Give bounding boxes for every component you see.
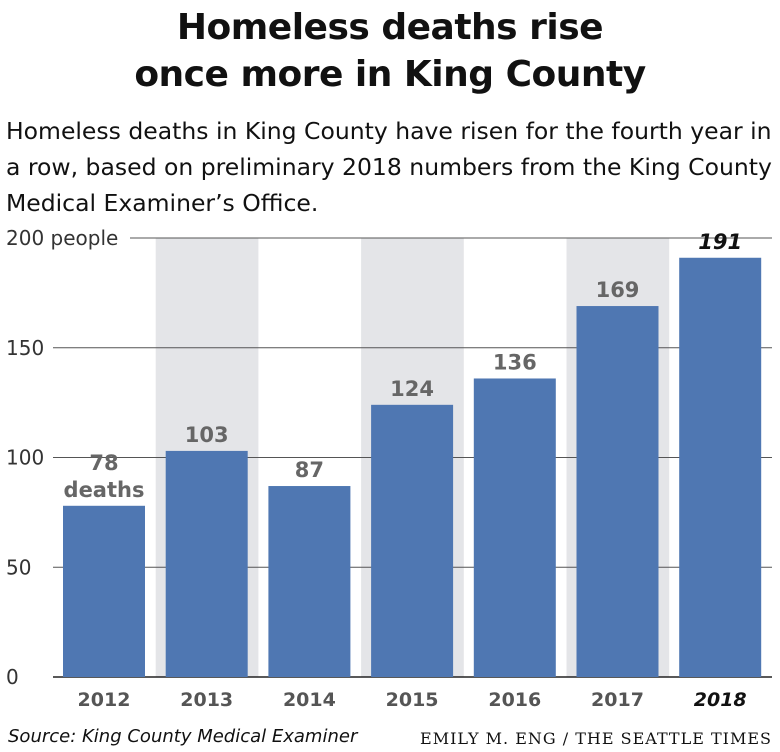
credit-line: EMILY M. ENG / THE SEATTLE TIMES — [420, 729, 772, 748]
value-label-2012: 78 — [89, 451, 118, 475]
x-tick-2013: 2013 — [180, 689, 233, 711]
value-label-2018: 191 — [698, 230, 742, 254]
y-tick-label: 150 — [6, 336, 44, 360]
chart-subtitle: Homeless deaths in King County have rise… — [6, 117, 772, 217]
chart-title-line-2: once more in King County — [134, 54, 646, 95]
value-label-2015: 124 — [390, 377, 434, 401]
value-unit-label: deaths — [64, 478, 145, 502]
bar-2012 — [63, 505, 145, 677]
value-label-2014: 87 — [295, 458, 324, 482]
x-tick-2018: 2018 — [694, 689, 747, 711]
y-tick-label: 0 — [6, 665, 19, 689]
bar-2018 — [679, 257, 762, 677]
value-labels: 78 deaths 103 87 124 136 169 191 — [64, 230, 743, 502]
y-tick-label: 200 people — [6, 226, 118, 250]
bars — [63, 257, 762, 677]
y-tick-label: 100 — [6, 446, 44, 470]
x-tick-2015: 2015 — [386, 689, 439, 711]
x-axis-ticks: 2012 2013 2014 2015 2016 2017 2018 — [78, 689, 747, 711]
bar-2013 — [165, 450, 248, 677]
bar-2014 — [268, 486, 351, 677]
bar-2015 — [371, 404, 454, 677]
source-note: Source: King County Medical Examiner — [8, 726, 358, 747]
x-tick-2017: 2017 — [591, 689, 644, 711]
bar-2016 — [473, 378, 556, 677]
bar-2017 — [576, 306, 659, 677]
value-label-2016: 136 — [493, 350, 537, 374]
value-label-2013: 103 — [185, 423, 229, 447]
value-label-2017: 169 — [596, 278, 640, 302]
y-tick-label: 50 — [6, 555, 31, 579]
x-tick-2016: 2016 — [488, 689, 541, 711]
chart-title: Homeless deaths rise once more in King C… — [0, 4, 780, 98]
x-tick-2012: 2012 — [78, 689, 131, 711]
x-tick-2014: 2014 — [283, 689, 336, 711]
chart-title-line-1: Homeless deaths rise — [176, 7, 604, 48]
